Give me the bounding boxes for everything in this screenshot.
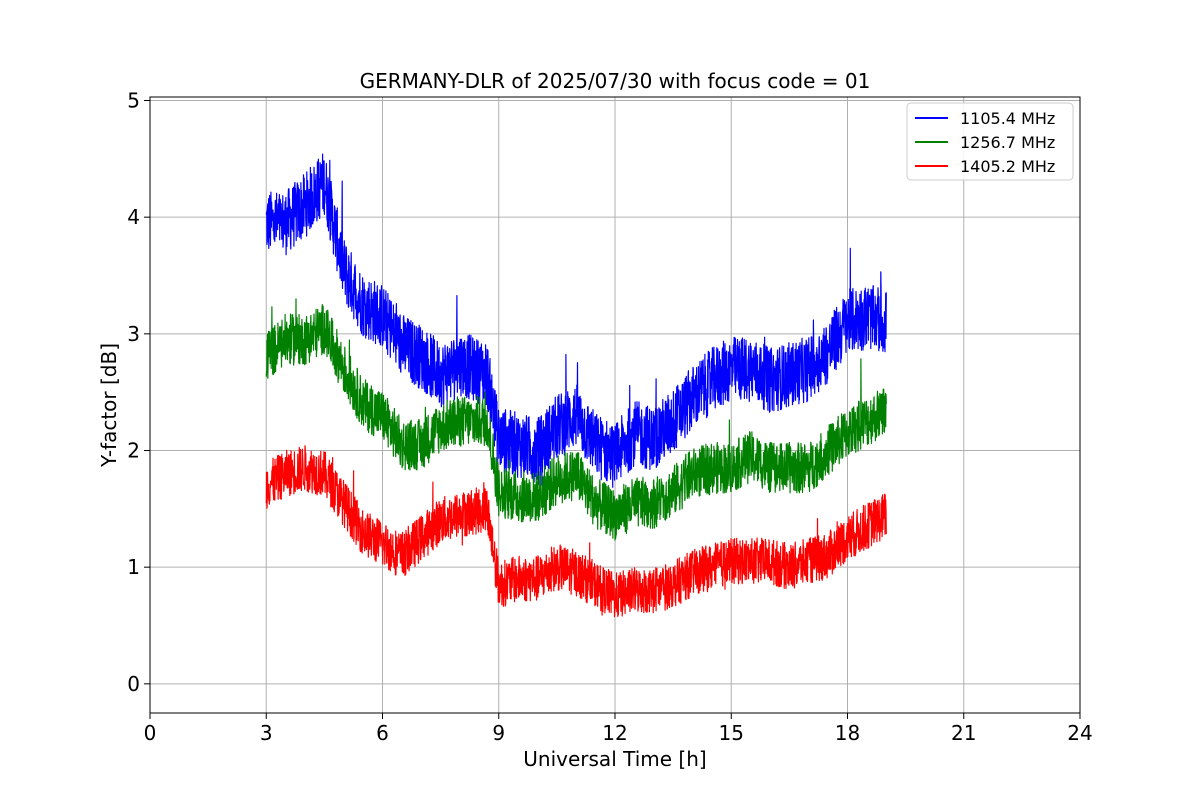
x-tick-label: 9	[492, 721, 505, 745]
x-tick-label: 3	[260, 721, 273, 745]
series-line	[265, 445, 887, 618]
chart-title: GERMANY-DLR of 2025/07/30 with focus cod…	[360, 69, 871, 93]
y-tick-label: 3	[127, 322, 140, 346]
series-line	[265, 298, 887, 541]
legend-entry-label: 1105.4 MHz	[960, 109, 1055, 128]
x-tick-label: 18	[835, 721, 860, 745]
y-tick-label: 1	[127, 555, 140, 579]
legend-box	[906, 102, 1074, 181]
y-axis-label: Y-factor [dB]	[97, 343, 121, 468]
x-tick-label: 0	[144, 721, 157, 745]
series-line	[265, 153, 887, 488]
x-tick-label: 15	[719, 721, 744, 745]
y-tick-label: 4	[127, 205, 140, 229]
x-tick-label: 24	[1067, 721, 1092, 745]
x-tick-label: 12	[602, 721, 627, 745]
y-tick-label: 2	[127, 439, 140, 463]
x-axis-label: Universal Time [h]	[523, 747, 706, 771]
legend-entry-label: 1256.7 MHz	[960, 133, 1055, 152]
x-tick-label: 6	[376, 721, 389, 745]
x-tick-label: 21	[951, 721, 976, 745]
y-tick-label: 0	[127, 672, 140, 696]
y-tick-label: 5	[127, 89, 140, 113]
series-lines	[265, 153, 887, 618]
legend: 1105.4 MHz 1256.7 MHz 1405.2 MHz	[906, 102, 1074, 181]
legend-entry-label: 1405.2 MHz	[960, 157, 1055, 176]
